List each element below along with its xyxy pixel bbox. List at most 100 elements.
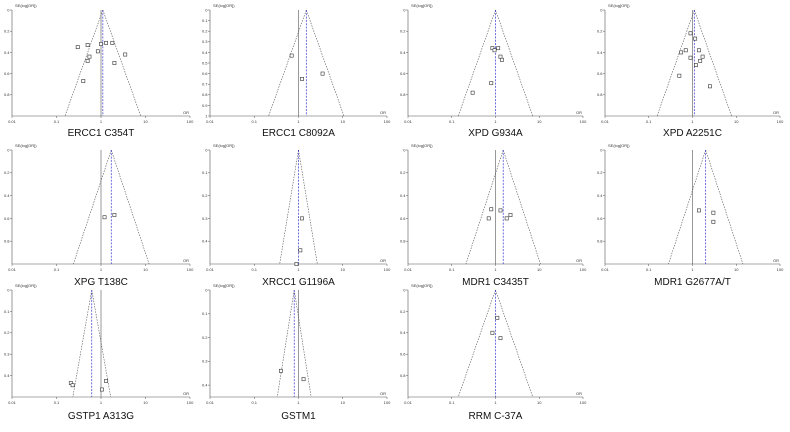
funnel-right-bound	[705, 149, 744, 265]
x-tick-label: 0.01	[206, 119, 215, 124]
x-tick-label: 100	[580, 400, 587, 405]
funnel-plot-panel: 0 0.2 0.4 0.6 0.8 0.01 0.1 1 10 100 SE(log[OR]) OR R…	[400, 283, 587, 422]
y-tick-label: 0.6	[597, 216, 603, 221]
y-tick-label: 0	[403, 287, 406, 292]
x-tick-label: 10	[143, 119, 148, 124]
y-tick-label: 0	[403, 147, 406, 152]
x-tick-label: 100	[187, 400, 194, 405]
funnel-plot-panel: 0 0.2 0.4 0.6 0.8 0.01 0.1 1 10 100 SE(log[OR]) OR M…	[597, 143, 784, 288]
x-tick-label: 10	[143, 400, 148, 405]
y-tick-label: 0.3	[202, 216, 208, 221]
y-tick-label: 0.6	[202, 71, 208, 76]
x-tick-label: 10	[734, 119, 739, 124]
study-point	[75, 45, 80, 50]
x-tick-label: 1	[100, 119, 103, 124]
y-axis-title: SE(log[OR])	[15, 283, 37, 288]
study-point	[298, 248, 303, 253]
x-tick-label: 0.1	[251, 267, 257, 272]
study-point	[711, 210, 716, 215]
y-tick-label: 0.2	[202, 335, 208, 340]
x-tick-label: 0.01	[404, 400, 413, 405]
y-tick-label: 0.8	[4, 239, 10, 244]
x-axis-title: OR	[380, 110, 386, 115]
study-point	[683, 48, 688, 53]
x-tick-label: 0.01	[206, 267, 215, 272]
x-tick-label: 0.1	[54, 400, 60, 405]
funnel-right-bound	[495, 289, 534, 398]
funnel-right-bound	[102, 9, 142, 117]
y-tick-label: 0.2	[597, 29, 603, 34]
funnel-plot-panel: 0 0.2 0.4 0.6 0.8 0.01 0.1 1 10 100 SE(log[OR]) OR X…	[400, 3, 587, 139]
y-tick-label: 0.7	[202, 82, 208, 87]
x-tick-label: 0.1	[251, 119, 257, 124]
x-tick-label: 10	[341, 267, 346, 272]
study-point	[489, 207, 494, 212]
x-tick-label: 0.1	[646, 119, 652, 124]
panel-label: RRM C-37A	[469, 411, 523, 422]
x-tick-label: 100	[580, 267, 587, 272]
y-axis-title: SE(log[OR])	[608, 3, 630, 8]
y-tick-label: 0.4	[4, 193, 10, 198]
y-tick-label: 0.3	[202, 39, 208, 44]
study-point	[102, 215, 107, 220]
study-point	[688, 55, 693, 60]
funnel-left-bound	[72, 289, 93, 398]
study-point	[696, 48, 701, 53]
panel-label: XPD A2251C	[663, 128, 722, 139]
x-tick-label: 1	[297, 400, 300, 405]
study-point	[495, 315, 500, 320]
panel-label: MDR1 G2677A/T	[654, 277, 731, 288]
x-tick-label: 0.01	[601, 267, 610, 272]
x-axis-title: OR	[773, 258, 779, 263]
study-point	[499, 57, 504, 62]
y-tick-label: 0	[7, 147, 10, 152]
y-tick-label: 0.4	[597, 50, 603, 55]
y-tick-label: 0.4	[597, 193, 603, 198]
y-tick-label: 0.2	[4, 330, 10, 335]
funnel-plot-panel: 0 0.2 0.4 0.6 0.8 0.01 0.1 1 10 100 SE(log[OR]) OR M…	[400, 143, 587, 288]
funnel-plot-panel: 0 0.1 0.2 0.3 0.4 0.01 0.1 1 10 100 SE(log[OR]) OR G…	[4, 283, 194, 422]
funnel-plot-panel: 0 0.2 0.4 0.6 0.8 0.01 0.1 1 10 100 SE(log[OR]) OR E…	[4, 3, 194, 139]
y-tick-label: 0	[7, 7, 10, 12]
y-tick-label: 0	[7, 287, 10, 292]
study-point	[698, 58, 703, 63]
study-point	[492, 48, 497, 53]
x-tick-label: 1	[297, 119, 300, 124]
x-tick-label: 0.01	[404, 119, 413, 124]
x-tick-label: 10	[734, 267, 739, 272]
y-axis-title: SE(log[OR])	[213, 283, 235, 288]
y-tick-label: 0	[600, 7, 603, 12]
y-axis-title: SE(log[OR])	[213, 143, 235, 148]
study-point	[99, 42, 103, 46]
study-point	[70, 383, 75, 388]
x-tick-label: 100	[384, 400, 391, 405]
y-tick-label: 0.6	[400, 71, 406, 76]
study-point	[87, 54, 92, 59]
y-tick-label: 0.2	[202, 29, 208, 34]
y-tick-label: 0.4	[400, 330, 406, 335]
panel-label: GSTP1 A313G	[68, 411, 134, 422]
study-point	[294, 262, 299, 266]
funnel-left-bound	[656, 9, 695, 117]
y-tick-label: 0.4	[400, 193, 406, 198]
study-point	[693, 36, 698, 41]
y-tick-label: 0.1	[4, 309, 10, 314]
y-tick-label: 0.8	[4, 92, 10, 97]
x-tick-label: 1	[494, 119, 497, 124]
funnel-plot-panel: 0 0.1 0.2 0.3 0.4 0.01 0.1 1 10 100 SE(log[OR]) OR X…	[202, 143, 391, 288]
study-point	[489, 81, 494, 86]
x-tick-label: 100	[384, 119, 391, 124]
study-point	[700, 54, 705, 59]
study-point	[711, 219, 716, 224]
funnel-plot-panel: 0 0.2 0.4 0.6 0.8 0.01 0.1 1 10 100 SE(log[OR]) OR X…	[4, 143, 194, 288]
panel-label: XPG T138C	[74, 277, 128, 288]
y-tick-label: 0.1	[202, 311, 208, 316]
study-point	[490, 330, 495, 335]
x-tick-label: 1	[297, 267, 300, 272]
funnel-left-bound	[457, 289, 496, 398]
funnel-right-bound	[110, 149, 150, 265]
y-tick-label: 0.8	[597, 239, 603, 244]
y-tick-label: 0.5	[202, 60, 208, 65]
funnel-plot-panel: 0 0.2 0.4 0.6 0.8 0.01 0.1 1 10 100 SE(log[OR]) OR X…	[597, 3, 784, 139]
y-tick-label: 0.6	[597, 71, 603, 76]
